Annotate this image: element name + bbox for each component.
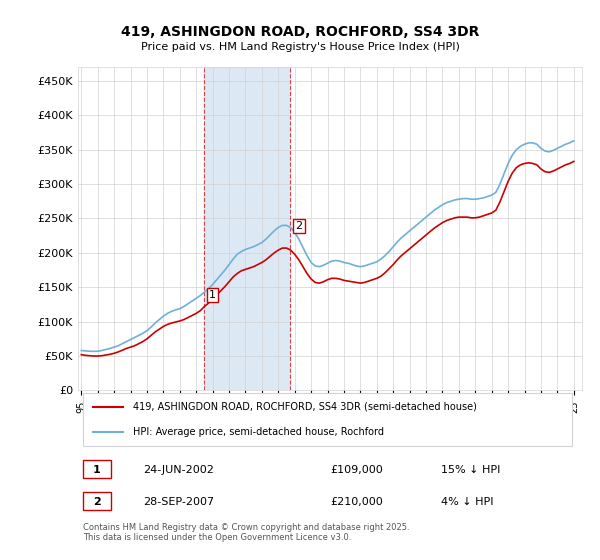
Text: 24-JUN-2002: 24-JUN-2002 [143, 465, 214, 475]
Text: 1: 1 [93, 465, 101, 475]
FancyBboxPatch shape [83, 460, 111, 478]
Text: 419, ASHINGDON ROAD, ROCHFORD, SS4 3DR (semi-detached house): 419, ASHINGDON ROAD, ROCHFORD, SS4 3DR (… [133, 402, 478, 412]
Text: 28-SEP-2007: 28-SEP-2007 [143, 497, 215, 507]
Text: 2: 2 [295, 221, 302, 231]
FancyBboxPatch shape [83, 393, 572, 446]
Text: 419, ASHINGDON ROAD, ROCHFORD, SS4 3DR: 419, ASHINGDON ROAD, ROCHFORD, SS4 3DR [121, 25, 479, 39]
FancyBboxPatch shape [83, 492, 111, 511]
Text: 15% ↓ HPI: 15% ↓ HPI [441, 465, 500, 475]
Text: 4% ↓ HPI: 4% ↓ HPI [441, 497, 493, 507]
Text: HPI: Average price, semi-detached house, Rochford: HPI: Average price, semi-detached house,… [133, 427, 385, 437]
Text: 1: 1 [209, 290, 216, 300]
Text: Price paid vs. HM Land Registry's House Price Index (HPI): Price paid vs. HM Land Registry's House … [140, 42, 460, 52]
Text: £109,000: £109,000 [330, 465, 383, 475]
Text: £210,000: £210,000 [330, 497, 383, 507]
Bar [204, 67, 290, 390]
Text: 2: 2 [93, 497, 101, 507]
Text: Contains HM Land Registry data © Crown copyright and database right 2025.
This d: Contains HM Land Registry data © Crown c… [83, 522, 410, 542]
